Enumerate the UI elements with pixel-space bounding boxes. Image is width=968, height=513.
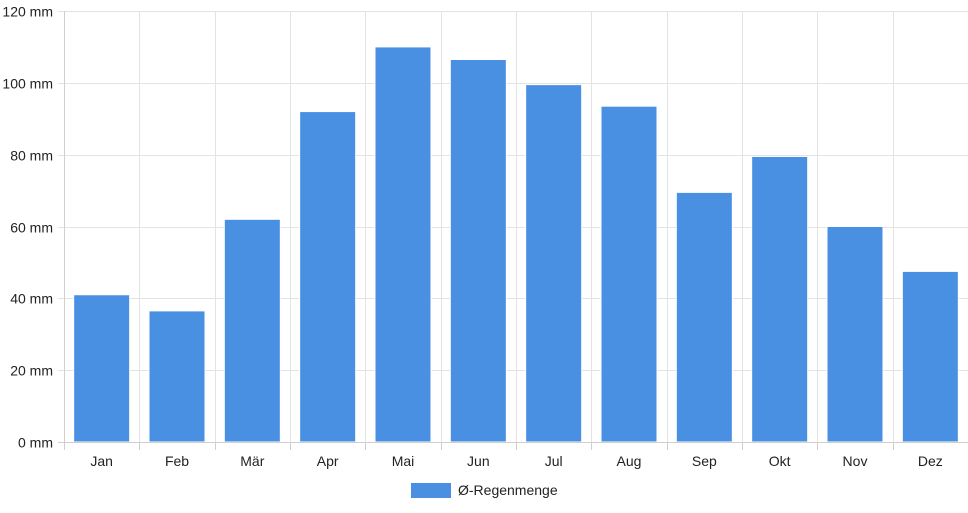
y-tick-label: 60 mm bbox=[10, 220, 53, 236]
x-tick-label: Nov bbox=[843, 453, 868, 469]
y-tick-label: 0 mm bbox=[18, 435, 53, 451]
bar-apr[interactable] bbox=[299, 111, 357, 443]
y-tick-label: 120 mm bbox=[2, 4, 53, 20]
bar-feb[interactable] bbox=[148, 310, 206, 443]
bar-mär[interactable] bbox=[223, 218, 281, 443]
x-tick-label: Sep bbox=[692, 453, 717, 469]
x-tick-label: Aug bbox=[617, 453, 642, 469]
bar-nov[interactable] bbox=[826, 226, 884, 443]
axes bbox=[58, 11, 968, 450]
grid bbox=[58, 11, 968, 443]
x-tick-label: Jun bbox=[467, 453, 490, 469]
bar-aug[interactable] bbox=[600, 105, 658, 443]
bar-jun[interactable] bbox=[449, 58, 507, 443]
bars bbox=[73, 46, 959, 443]
tick-labels: 0 mm 20 mm 40 mm 60 mm 80 mm 100 mm 120 mm Jan F… bbox=[2, 4, 942, 470]
y-tick-label: 20 mm bbox=[10, 363, 53, 379]
y-tick-label: 80 mm bbox=[10, 148, 53, 164]
x-tick-label: Okt bbox=[769, 453, 791, 469]
bar-okt[interactable] bbox=[751, 155, 809, 443]
bar-mai[interactable] bbox=[374, 46, 432, 443]
x-tick-label: Jul bbox=[545, 453, 563, 469]
legend-label[interactable]: Ø-Regenmenge bbox=[458, 482, 558, 498]
y-tick-label: 100 mm bbox=[2, 76, 53, 92]
y-tick-label: 40 mm bbox=[10, 291, 53, 307]
legend-swatch[interactable] bbox=[411, 483, 451, 498]
bar-sep[interactable] bbox=[675, 191, 733, 443]
bar-dez[interactable] bbox=[901, 270, 959, 443]
bar-jul[interactable] bbox=[525, 84, 583, 443]
x-tick-label: Dez bbox=[918, 453, 943, 469]
legend[interactable]: Ø-Regenmenge bbox=[411, 482, 558, 498]
x-tick-label: Apr bbox=[317, 453, 339, 469]
x-tick-label: Feb bbox=[165, 453, 189, 469]
x-tick-label: Mai bbox=[392, 453, 415, 469]
x-tick-label: Jan bbox=[90, 453, 113, 469]
x-tick-label: Mär bbox=[240, 453, 264, 469]
bar-jan[interactable] bbox=[73, 294, 131, 443]
